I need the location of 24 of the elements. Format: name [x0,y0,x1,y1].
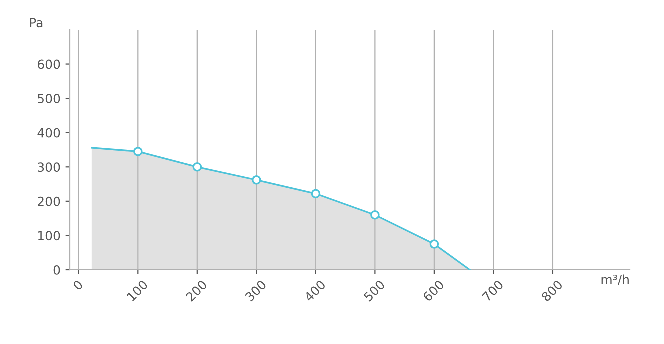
y-axis-title: Pa [30,18,43,28]
y-tick-label: 0 [54,265,60,275]
point [134,147,143,156]
point [370,210,380,220]
y-tick-label: 200 [38,196,60,206]
y-tick-label: 300 [38,162,60,172]
x-tick-label: 700 [482,280,504,302]
point [192,162,202,172]
y-tick-label: 400 [38,128,60,138]
x-tick-label: 100 [126,280,149,302]
point [252,176,262,185]
x-tick-label: 800 [541,280,564,302]
y-tick-label: 100 [38,231,60,241]
x-tick-label: 0 [72,280,84,291]
x-tick-label: 500 [363,280,386,302]
point [430,240,440,249]
y-tick-label: 600 [38,60,60,70]
point [311,189,321,199]
y-tick-label: 500 [38,94,60,104]
x-tick-label: 600 [422,280,445,302]
x-axis-title: m³/h [602,274,629,286]
x-tick-label: 300 [244,280,268,302]
x-tick-label: 200 [186,280,208,302]
x-tick-label: 400 [304,280,326,302]
